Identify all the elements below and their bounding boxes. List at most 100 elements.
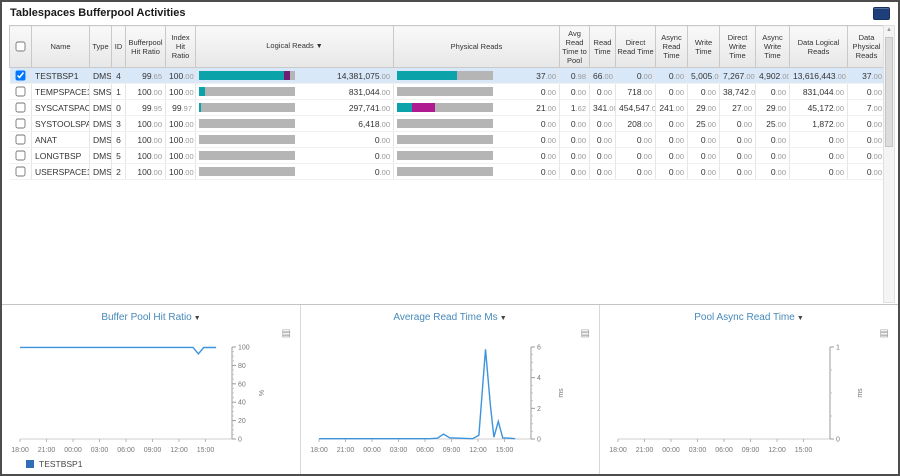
chart-legend: TESTBSP1 xyxy=(26,459,82,469)
col-name[interactable]: Name xyxy=(32,26,90,68)
table-row[interactable]: USERSPACE1 DMS 2 100.00 100.00 0.00 xyxy=(10,164,886,180)
table-row[interactable]: TESTBSP1 DMS 4 99.65 100.00 14,381,075.0… xyxy=(10,68,886,84)
cell-name: TEMPSPACE1 xyxy=(32,84,90,100)
titlebar: Tablespaces Bufferpool Activities xyxy=(2,2,898,24)
col-physical-reads[interactable]: Physical Reads xyxy=(394,26,560,68)
svg-text:06:00: 06:00 xyxy=(117,447,135,454)
col-id[interactable]: ID xyxy=(112,26,126,68)
svg-text:00:00: 00:00 xyxy=(64,447,82,454)
cell-physical-reads: 0.00 xyxy=(394,148,560,164)
col-data-physical-reads[interactable]: Data Physical Reads xyxy=(848,26,886,68)
cell-direct-read-time: 718.00 xyxy=(616,84,656,100)
row-checkbox[interactable] xyxy=(15,103,25,113)
cell-write-time: 0.00 xyxy=(688,84,720,100)
cell-name: TESTBSP1 xyxy=(32,68,90,84)
chart-title-dropdown[interactable]: Average Read Time Ms▼ xyxy=(301,305,599,323)
svg-text:09:00: 09:00 xyxy=(144,447,162,454)
svg-text:12:00: 12:00 xyxy=(768,447,786,454)
cell-data-logical-reads: 0.00 xyxy=(790,148,848,164)
logical-reads-bar xyxy=(199,87,295,96)
cell-async-write-time: 4,902.00 xyxy=(756,68,790,84)
chart-table-view-icon[interactable]: ▤ xyxy=(880,329,889,339)
row-checkbox[interactable] xyxy=(15,119,25,129)
cell-async-read-time: 0.00 xyxy=(656,84,688,100)
cell-bufferpool-hit-ratio: 100.00 xyxy=(126,164,166,180)
row-checkbox[interactable] xyxy=(15,87,25,97)
cell-select xyxy=(10,148,32,164)
cell-index-hit-ratio: 100.00 xyxy=(166,164,196,180)
chart-table-view-icon[interactable]: ▤ xyxy=(581,329,590,339)
svg-text:00:00: 00:00 xyxy=(363,447,381,454)
col-write-time[interactable]: Write Time xyxy=(688,26,720,68)
svg-text:0: 0 xyxy=(537,437,541,444)
cell-async-write-time: 25.00 xyxy=(756,116,790,132)
col-logical-reads[interactable]: Logical Reads▼ xyxy=(196,26,394,68)
tablespaces-table: Name Type ID Bufferpool Hit Ratio Index … xyxy=(9,25,885,180)
cell-name: ANAT xyxy=(32,132,90,148)
cell-async-read-time: 0.00 xyxy=(656,164,688,180)
col-data-logical-reads[interactable]: Data Logical Reads xyxy=(790,26,848,68)
cell-write-time: 0.00 xyxy=(688,132,720,148)
chart-table-view-icon[interactable]: ▤ xyxy=(282,329,291,339)
col-direct-read-time[interactable]: Direct Read Time xyxy=(616,26,656,68)
table-row[interactable]: SYSTOOLSPACE DMS 3 100.00 100.00 6,418.0… xyxy=(10,116,886,132)
col-select xyxy=(10,26,32,68)
cell-index-hit-ratio: 100.00 xyxy=(166,132,196,148)
svg-text:06:00: 06:00 xyxy=(715,447,733,454)
chart-title-dropdown[interactable]: Buffer Pool Hit Ratio▼ xyxy=(2,305,300,323)
col-async-read-time[interactable]: Async Read Time xyxy=(656,26,688,68)
svg-text:4: 4 xyxy=(537,375,541,382)
svg-text:2: 2 xyxy=(537,406,541,413)
logical-reads-bar xyxy=(199,151,295,160)
table-row[interactable]: TEMPSPACE1 SMS 1 100.00 100.00 831,044.0… xyxy=(10,84,886,100)
cell-data-physical-reads: 0.00 xyxy=(848,148,886,164)
row-checkbox[interactable] xyxy=(15,167,25,177)
cell-name: LONGTBSP xyxy=(32,148,90,164)
sort-desc-icon: ▼ xyxy=(316,43,323,50)
cell-select xyxy=(10,132,32,148)
cell-select xyxy=(10,164,32,180)
table-row[interactable]: SYSCATSPACE DMS 0 99.95 99.97 297,741.00 xyxy=(10,100,886,116)
col-avg-read-time-to-pool[interactable]: Avg Read Time to Pool xyxy=(560,26,590,68)
cell-write-time: 0.00 xyxy=(688,148,720,164)
cell-logical-reads: 6,418.00 xyxy=(196,116,394,132)
cell-bufferpool-hit-ratio: 99.95 xyxy=(126,100,166,116)
col-bufferpool-hit-ratio[interactable]: Bufferpool Hit Ratio xyxy=(126,26,166,68)
cell-write-time: 0.00 xyxy=(688,164,720,180)
col-index-hit-ratio[interactable]: Index Hit Ratio xyxy=(166,26,196,68)
row-checkbox[interactable] xyxy=(15,135,25,145)
svg-text:18:00: 18:00 xyxy=(609,447,627,454)
cell-async-read-time: 241.00 xyxy=(656,100,688,116)
row-checkbox[interactable] xyxy=(15,151,25,161)
col-read-time[interactable]: Read Time xyxy=(590,26,616,68)
table-header-row: Name Type ID Bufferpool Hit Ratio Index … xyxy=(10,26,886,68)
table-row[interactable]: LONGTBSP DMS 5 100.00 100.00 0.00 xyxy=(10,148,886,164)
col-type[interactable]: Type xyxy=(90,26,112,68)
cell-data-physical-reads: 0.00 xyxy=(848,116,886,132)
table-vertical-scrollbar[interactable]: ▲ xyxy=(883,25,895,303)
page-title: Tablespaces Bufferpool Activities xyxy=(10,7,185,19)
select-all-checkbox[interactable] xyxy=(16,42,26,52)
row-checkbox[interactable] xyxy=(15,71,25,81)
cell-data-logical-reads: 0.00 xyxy=(790,132,848,148)
cell-name: USERSPACE1 xyxy=(32,164,90,180)
scroll-up-icon[interactable]: ▲ xyxy=(884,26,894,35)
table-row[interactable]: ANAT DMS 6 100.00 100.00 0.00 xyxy=(10,132,886,148)
widget-actions-button[interactable] xyxy=(873,7,890,20)
cell-direct-write-time: 27.00 xyxy=(720,100,756,116)
logical-reads-bar xyxy=(199,71,295,80)
cell-async-read-time: 0.00 xyxy=(656,132,688,148)
col-direct-write-time[interactable]: Direct Write Time xyxy=(720,26,756,68)
chart-title-dropdown[interactable]: Pool Async Read Time▼ xyxy=(600,305,898,323)
cell-logical-reads: 0.00 xyxy=(196,132,394,148)
scrollbar-thumb[interactable] xyxy=(885,37,893,147)
cell-read-time: 0.00 xyxy=(590,164,616,180)
cell-index-hit-ratio: 99.97 xyxy=(166,100,196,116)
cell-type: DMS xyxy=(90,164,112,180)
cell-id: 2 xyxy=(112,164,126,180)
cell-direct-read-time: 208.00 xyxy=(616,116,656,132)
col-async-write-time[interactable]: Async Write Time xyxy=(756,26,790,68)
cell-data-logical-reads: 45,172.00 xyxy=(790,100,848,116)
